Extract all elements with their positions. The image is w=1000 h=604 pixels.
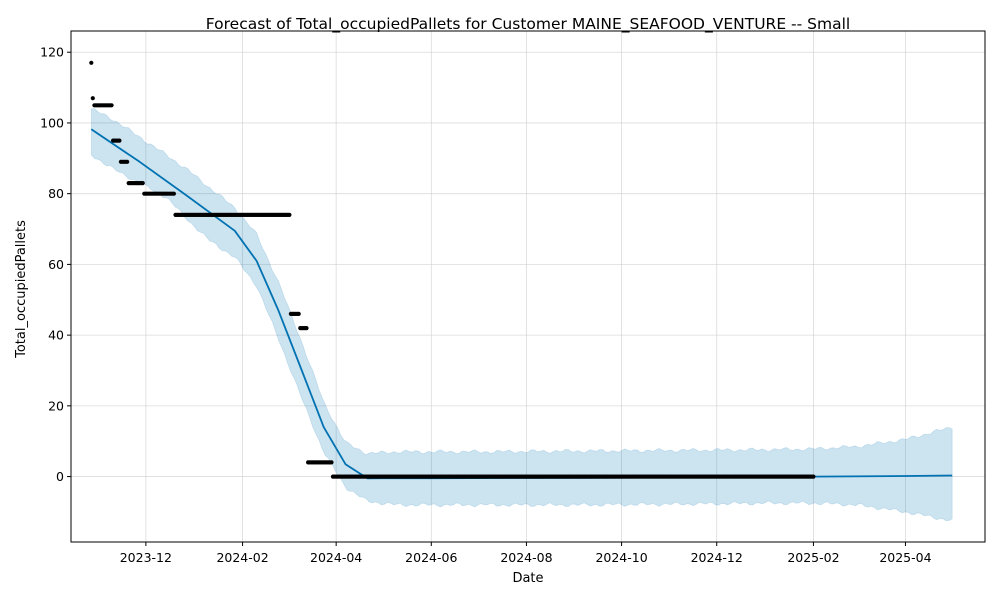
y-tick-label: 120 [40,45,64,60]
y-tick-label: 0 [56,469,64,484]
forecast-line [90,128,953,480]
observed-point [90,96,95,101]
y-tick-label: 40 [48,328,64,343]
observed-point [140,181,145,186]
x-tick-label: 2025-04 [879,550,931,565]
y-axis-ticks: 0 20 40 60 80 100 120 [40,45,71,484]
y-tick-label: 20 [48,398,64,413]
observed-point [304,326,309,331]
y-axis-label: Total_occupiedPallets [14,220,29,359]
x-tick-label: 2024-02 [216,550,268,565]
y-tick-label: 60 [48,257,64,272]
observed-points-layer [89,60,816,479]
uncertainty-interval [90,108,953,522]
x-tick-label: 2023-12 [120,550,172,565]
observed-point [171,191,176,196]
y-tick-label: 80 [48,186,64,201]
x-tick-label: 2024-06 [405,550,457,565]
observed-point [296,311,301,316]
plot-frame [70,30,986,543]
interval-layer [90,108,953,522]
x-axis-label: Date [512,571,543,586]
y-tick-label: 100 [40,115,64,130]
x-tick-label: 2025-02 [787,550,839,565]
observed-point [89,60,94,65]
observed-point [811,474,816,479]
observed-point [329,460,334,465]
x-tick-label: 2024-10 [595,550,647,565]
observed-point [125,159,130,164]
observed-point [287,212,292,217]
x-axis-ticks: 2023-12 2024-02 2024-04 2024-06 2024-08 2024-… [120,542,932,565]
x-tick-label: 2024-04 [310,550,362,565]
observed-point [117,138,122,143]
x-tick-label: 2024-12 [691,550,743,565]
observed-point [109,103,114,108]
forecast-layer [90,128,953,480]
x-tick-label: 2024-08 [500,550,552,565]
chart-title: Forecast of Total_occupiedPallets for Cu… [206,15,850,34]
